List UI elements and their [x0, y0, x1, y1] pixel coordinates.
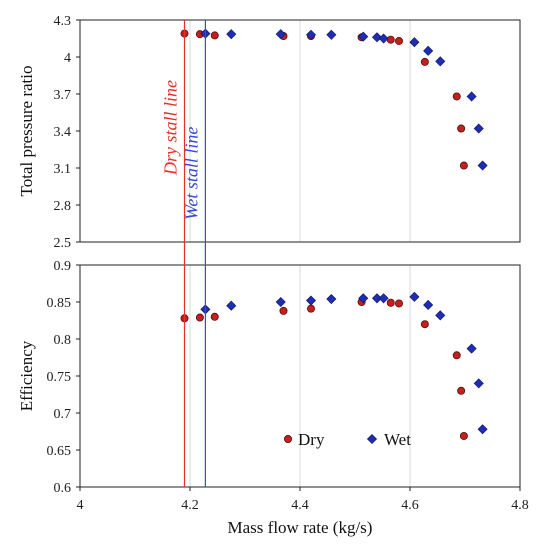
dry-point [394, 36, 403, 45]
dry-point [457, 124, 466, 133]
wet-point [423, 45, 434, 56]
x-axis-label: Mass flow rate (kg/s) [228, 518, 373, 537]
dry-point [195, 313, 204, 322]
wet-point [226, 29, 237, 40]
y-axis-label: Efficiency [17, 340, 36, 411]
wet-point [326, 294, 337, 305]
wet-point [477, 424, 488, 435]
legend: Dry Wet [283, 430, 411, 449]
dry-point [394, 299, 403, 308]
series-dry [180, 297, 468, 440]
y-axis-label: Total pressure ratio [17, 66, 36, 197]
wet-point [305, 295, 317, 306]
wet-point [466, 91, 477, 102]
wet-point [275, 296, 286, 308]
stall-line-label-wet: Wet stall line [181, 127, 201, 220]
x-tick-label: 4.8 [511, 498, 529, 513]
stall-line-label-dry: Dry stall line [161, 80, 181, 176]
dry-point [452, 351, 461, 360]
dry-point [306, 304, 315, 313]
wet-point [378, 293, 389, 304]
wet-point [435, 56, 446, 67]
dry-point [210, 31, 219, 40]
y-tick-label: 0.85 [47, 296, 72, 311]
legend-wet-marker [366, 433, 378, 445]
wet-point [423, 299, 434, 310]
legend-wet-label: Wet [384, 430, 411, 449]
wet-point [275, 29, 286, 40]
y-tick-label: 0.8 [54, 333, 72, 348]
wet-point [305, 29, 317, 40]
dry-point [386, 298, 395, 307]
wet-point [358, 31, 369, 42]
dry-point [210, 312, 219, 321]
y-tick-label: 3.4 [54, 125, 72, 140]
series-wet [200, 291, 488, 435]
wet-point [409, 291, 420, 302]
dry-point [279, 306, 288, 315]
y-tick-label: 3.7 [54, 88, 72, 103]
wet-point [435, 310, 446, 321]
legend-dry-marker [283, 434, 292, 443]
wet-point [473, 123, 484, 134]
wet-point [226, 300, 237, 311]
wet-point [326, 29, 337, 40]
dry-point [457, 386, 466, 395]
x-tick-label: 4.6 [401, 498, 419, 513]
wet-point [371, 32, 383, 43]
panels: 2.5 2.8 3.1 3.4 3.7 4 4.3 Total pressure ratio 0… [17, 14, 529, 513]
x-tick-label: 4.4 [291, 498, 309, 513]
series-wet [200, 28, 488, 171]
pressure-panel: 2.5 2.8 3.1 3.4 3.7 4 4.3 Total pressure ratio [17, 14, 521, 251]
x-tick-label: 4.2 [181, 498, 199, 513]
wet-point [371, 293, 383, 304]
wet-point [473, 378, 484, 389]
y-tick-label: 3.1 [54, 162, 72, 177]
legend-dry-label: Dry [298, 430, 325, 449]
wet-point [378, 33, 389, 44]
y-tick-label: 0.65 [47, 444, 72, 459]
wet-point [477, 160, 488, 171]
stall-lines: Dry stall line Wet stall line [161, 20, 206, 487]
y-tick-label: 0.75 [47, 370, 72, 385]
y-tick-label: 4 [64, 51, 71, 66]
wet-point [409, 37, 420, 48]
y-tick-label: 2.8 [54, 199, 72, 214]
dry-point [420, 57, 429, 66]
dry-point [459, 431, 468, 440]
dry-point [386, 35, 395, 44]
y-tick-label: 2.5 [54, 236, 72, 251]
dry-point [459, 161, 468, 170]
efficiency-panel: 0.6 0.65 0.7 0.75 0.8 0.85 0.9 Efficiency 4 4.2 4.… [17, 259, 529, 513]
y-tick-label: 0.6 [54, 481, 72, 496]
x-tick-label: 4 [77, 498, 84, 513]
y-tick-label: 0.7 [54, 407, 72, 422]
wet-point [358, 293, 369, 304]
wet-point [466, 343, 477, 354]
y-tick-label: 4.3 [54, 14, 72, 29]
dry-point [420, 320, 429, 329]
dry-point [452, 92, 461, 101]
y-tick-label: 0.9 [54, 259, 72, 274]
